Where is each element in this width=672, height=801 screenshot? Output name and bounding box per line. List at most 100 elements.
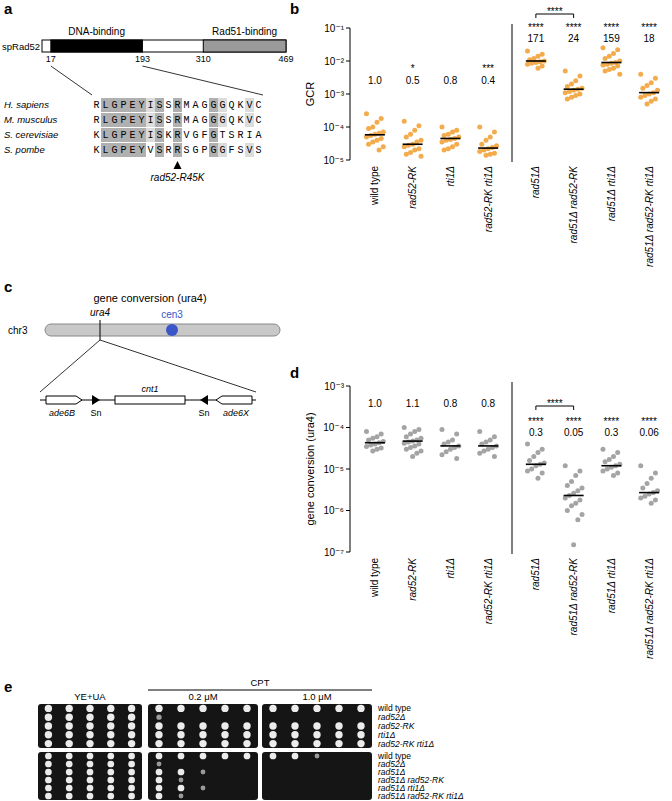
data-point <box>573 473 578 478</box>
median-line <box>601 62 621 64</box>
data-point <box>573 501 578 506</box>
y-tick-label: 10⁻³ <box>324 381 344 392</box>
data-point <box>402 119 407 124</box>
residue-label: 469 <box>278 54 293 64</box>
fold-label: 0.3 <box>604 427 618 438</box>
data-point <box>525 442 530 447</box>
data-point <box>477 125 482 130</box>
colony-spot <box>107 753 114 760</box>
median-line <box>564 88 584 90</box>
data-point <box>563 68 568 73</box>
colony-spot <box>291 705 298 712</box>
data-point <box>439 140 444 145</box>
data-point <box>609 61 614 66</box>
data-point <box>404 434 409 439</box>
x-tick-label: rad51Δ <box>530 558 541 591</box>
colony-spot <box>315 754 320 759</box>
colony-spot <box>128 714 135 721</box>
x-tick-label: rad52-RK <box>407 557 418 601</box>
colony-spot <box>128 761 135 768</box>
data-point <box>410 454 415 459</box>
data-point <box>565 508 570 513</box>
data-point <box>611 473 616 478</box>
fold-label: 0.8 <box>443 398 457 409</box>
colony-spot <box>66 761 73 768</box>
y-tick <box>346 386 350 387</box>
colony-spot <box>86 705 93 712</box>
fold-label: 0.8 <box>443 75 457 86</box>
colony-spot <box>86 740 93 747</box>
species-name: M. musculus <box>4 114 58 125</box>
colony-spot <box>199 722 206 729</box>
colony-spot <box>86 731 93 738</box>
data-point <box>477 149 482 154</box>
data-point <box>404 152 409 157</box>
colony-spot <box>156 777 163 784</box>
data-point <box>653 497 658 502</box>
significance-label: **** <box>528 416 544 427</box>
colony-spot <box>221 740 228 747</box>
colony-spot <box>107 785 114 792</box>
data-point <box>649 99 654 104</box>
y-tick-label: 10⁻⁵ <box>323 155 344 166</box>
colony-spot <box>87 769 94 776</box>
data-point <box>442 133 447 138</box>
sequence: RLGPEYISSRMAGGGQKVC <box>93 100 261 111</box>
data-point <box>573 78 578 83</box>
colony-spot <box>45 793 52 800</box>
colony-spot <box>291 722 298 729</box>
data-point <box>454 456 459 461</box>
colony-spot <box>313 740 320 747</box>
y-tick-label: 10⁻³ <box>324 89 344 100</box>
colony-spot <box>45 722 52 729</box>
y-tick <box>346 127 350 128</box>
significance-label: **** <box>566 416 582 427</box>
median-line <box>440 138 460 140</box>
data-point <box>638 463 643 468</box>
gene-label: ade6X <box>223 408 250 418</box>
panel-letter: c <box>4 278 12 295</box>
panel-letter: a <box>4 0 13 17</box>
diagram-title: gene conversion (ura4) <box>93 292 206 304</box>
median-line <box>478 147 498 149</box>
data-point <box>653 471 658 476</box>
data-point <box>640 485 645 490</box>
y-tick-label: 10⁻⁷ <box>324 547 344 558</box>
data-point <box>412 128 417 133</box>
colony-spot <box>201 770 206 775</box>
colony-spot <box>107 722 114 729</box>
data-point <box>439 452 444 457</box>
colony-spot <box>243 705 250 712</box>
data-point <box>577 74 582 79</box>
median-line <box>365 442 385 444</box>
data-point <box>414 451 419 456</box>
median-line <box>440 445 460 447</box>
colony-spot <box>156 753 163 760</box>
colony-spot <box>199 731 206 738</box>
colony-spot <box>87 761 94 768</box>
data-point <box>603 459 608 464</box>
colony-spot <box>45 714 52 721</box>
colony-spot <box>178 785 185 792</box>
bracket-label: **** <box>547 6 563 17</box>
data-point <box>366 437 371 442</box>
data-point <box>535 66 540 71</box>
data-point <box>607 457 612 462</box>
fold-label: 0.06 <box>639 427 659 438</box>
plate <box>38 752 142 800</box>
colony-spot <box>66 777 73 784</box>
residue-label: 17 <box>46 54 56 64</box>
locus-tick <box>100 320 101 340</box>
colony-spot <box>66 714 73 721</box>
colony-spot <box>313 722 320 729</box>
colony-spot <box>357 740 364 747</box>
colony-spot <box>357 705 364 712</box>
strain-label: rad51Δ rad52-RK rti1Δ <box>378 791 464 801</box>
data-point <box>615 450 620 455</box>
colony-spot <box>156 785 163 792</box>
zoom-line <box>142 66 263 95</box>
colony-spot <box>269 731 276 738</box>
median-line <box>365 134 385 136</box>
data-point <box>419 154 424 159</box>
data-point <box>638 95 643 100</box>
